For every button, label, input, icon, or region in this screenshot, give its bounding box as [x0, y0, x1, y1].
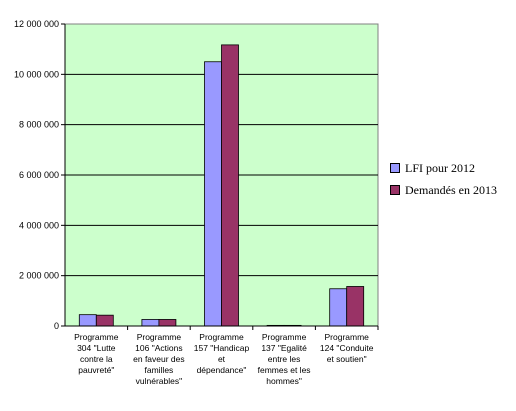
- bar-lfi-2012: [78, 314, 97, 327]
- bar-lfi-2012: [204, 61, 222, 327]
- legend-label-demandes-2013: Demandés en 2013: [405, 182, 497, 197]
- y-tick-label: 12 000 000: [14, 19, 59, 29]
- bar-demandes-2013: [95, 314, 114, 327]
- x-category-label: Programme 137 "Egalité entre les femmes et …: [257, 332, 311, 386]
- legend-swatch-lfi-2012: [390, 163, 400, 173]
- x-category-label: Programme 304 "Lutte contre la pauvreté": [74, 332, 119, 375]
- x-category-label: Programme 124 "Conduite et soutien": [319, 332, 374, 364]
- legend-item-lfi-2012: LFI pour 2012: [390, 157, 497, 179]
- y-axis-tick-labels: 0 2 000 000 4 000 000 6 000 000 8 000 000 10 …: [14, 19, 65, 331]
- x-category-label: Programme 157 "Handicap et dépendance": [193, 332, 250, 375]
- y-tick-label: 10 000 000: [14, 69, 59, 79]
- y-tick-label: 4 000 000: [19, 220, 59, 230]
- legend: LFI pour 2012 Demandés en 2013: [390, 157, 497, 201]
- x-category-label: Programme 106 "Actions en faveur des famill…: [133, 332, 185, 386]
- bar-demandes-2013: [346, 286, 365, 327]
- bar-lfi-2012: [329, 288, 348, 327]
- bar-demandes-2013: [221, 44, 239, 327]
- y-tick-label: 8 000 000: [19, 120, 59, 130]
- y-tick-label: 0: [54, 321, 59, 331]
- bar-lfi-2012: [141, 319, 160, 327]
- legend-label-lfi-2012: LFI pour 2012: [405, 160, 475, 175]
- y-tick-label: 6 000 000: [19, 170, 59, 180]
- legend-item-demandes-2013: Demandés en 2013: [390, 179, 497, 201]
- y-tick-label: 2 000 000: [19, 271, 59, 281]
- legend-swatch-demandes-2013: [390, 185, 400, 195]
- bar-demandes-2013: [158, 319, 177, 327]
